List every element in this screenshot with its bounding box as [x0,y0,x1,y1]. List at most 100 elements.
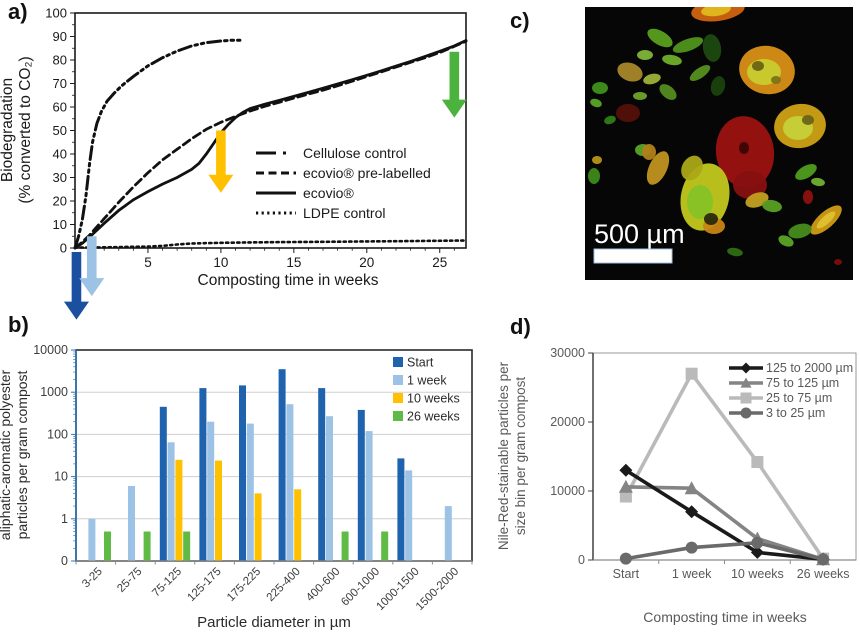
legend-swatch [393,357,403,367]
bar-26-weeks-400-600 [341,531,349,561]
panel-c-fluorescence-micrograph: 500 µm [585,7,853,280]
panel-letter-d: d) [510,314,531,339]
bar-10-weeks-75-125 [175,459,183,561]
x-tick-label: 400-600 [304,566,342,604]
y-tick-label: 40 [53,147,67,162]
particle [681,155,703,181]
legend-label: 25 to 75 µm [766,391,832,405]
series-125-to-2000-m [624,468,824,562]
x-tick-label: 3-25 [80,566,105,591]
particle [646,151,670,185]
y-tick-label: 0 [61,554,68,568]
particle [816,211,836,229]
arrow-week-0 [63,251,89,320]
legend-label: 26 weeks [407,410,460,424]
particle [834,259,842,265]
bar-10-weeks-125-175 [215,460,222,561]
particle [590,98,602,108]
x-axis-title: Composting time in weeks [198,272,379,289]
point-3-to-25-m-start [619,552,632,565]
series-75-to-125-m [625,485,824,562]
y-tick-label: 30000 [550,346,585,360]
bar-1-week-25-75 [128,486,135,561]
series-3-to-25-m [625,540,824,562]
y-tick-label: 70 [53,76,67,91]
particle [704,213,718,225]
particle [604,115,616,125]
bar-1-week-125-175 [207,421,215,561]
legend-swatch [393,411,403,421]
y-tick-label: 10 [54,470,68,484]
x-tick-label: 175-225 [225,566,263,604]
micrograph-particles [588,7,842,265]
particle [642,144,656,160]
x-tick-label: 10 [213,255,228,270]
particle [778,235,794,247]
y-axis-title-line1: aliphatic-aromatic polyester [0,369,13,540]
point-3-to-25-m-26-weeks [817,553,830,566]
x-tick-label: 26 weeks [797,567,850,581]
arrow-week-26 [441,51,467,118]
y-tick-label: 20 [53,194,67,209]
x-axis-title: Composting time in weeks [643,609,806,625]
panel-letter-c: c) [510,8,530,33]
point-3-to-25-m-1-week [685,541,698,554]
bar-10-weeks-175-225 [254,493,262,561]
x-tick-label: 15 [286,255,301,270]
x-tick-label: 75-125 [150,566,184,600]
legend-label: ecovio® pre-labelled [303,165,431,181]
bar-start-1000-1500 [397,458,405,561]
point-125-to-2000-m-1-week [685,505,699,519]
particle [633,92,647,100]
point-125-to-2000-m-start [619,463,633,477]
point-75-to-125-m-start [618,479,633,493]
series-cellulose-control [73,38,242,250]
bar-10-weeks-225-400 [294,489,302,561]
particle [588,168,600,184]
panel-b-particle-size-bar-chart: 0 1 10 100 1000 10000 3-25 25-75 75-125 125-175 17… [0,343,473,631]
y-axis-title-line2: (% converted to CO₂) [17,56,34,203]
arrow-week-10 [208,130,234,193]
particle [659,84,677,100]
y-tick-label: 50 [53,123,67,138]
x-tick-label: 225-400 [265,566,303,604]
particle [617,62,643,82]
bar-1-week-400-600 [326,416,333,561]
legend-marker [740,407,752,419]
series-ldpe-control [73,239,468,249]
legend-marker [740,392,752,404]
legend-label: Cellulose control [303,145,407,161]
legend-label: 3 to 25 µm [766,406,825,420]
y-axis-title-line2: size bin per gram compost [513,377,528,536]
scale-bar [593,248,673,264]
bar-start-600-1000 [357,409,365,561]
point-75-to-125-m-1-week [684,481,699,495]
panel-letter-a: a) [8,0,28,24]
y-tick-label: 100 [45,6,67,21]
y-axis-title-line2: particles per gram compost [14,370,30,539]
y-tick-label: 0 [60,241,67,256]
bar-26-weeks-3-25 [104,531,111,561]
y-axis-title-line1: Biodegradation [0,78,16,182]
series-25-to-75-m [624,370,825,560]
legend-marker [740,362,752,374]
particle [592,82,608,94]
bar-1-week-3-25 [88,518,96,561]
x-tick-label: 20 [359,255,374,270]
x-tick-label: 25-75 [115,566,144,595]
point-25-to-75-m-1-week [685,367,698,380]
point-25-to-75-m-start [619,490,632,503]
particle [592,156,602,164]
particle [727,247,743,257]
particle [762,199,782,213]
legend-label: ecovio® [303,185,354,201]
bar-1-week-600-1000 [365,431,373,561]
x-tick-label: 25 [432,255,447,270]
panel-a-biodegradation-line-chart: 0 10 20 30 40 50 60 70 80 90 100 5 10 15 20 25 Compostin… [0,6,468,320]
particle [672,37,704,53]
legend-label: 75 to 125 µm [766,376,839,390]
y-tick-label: 90 [53,29,67,44]
y-tick-label: 10000 [550,484,585,498]
bar-1-week-75-125 [167,442,175,561]
